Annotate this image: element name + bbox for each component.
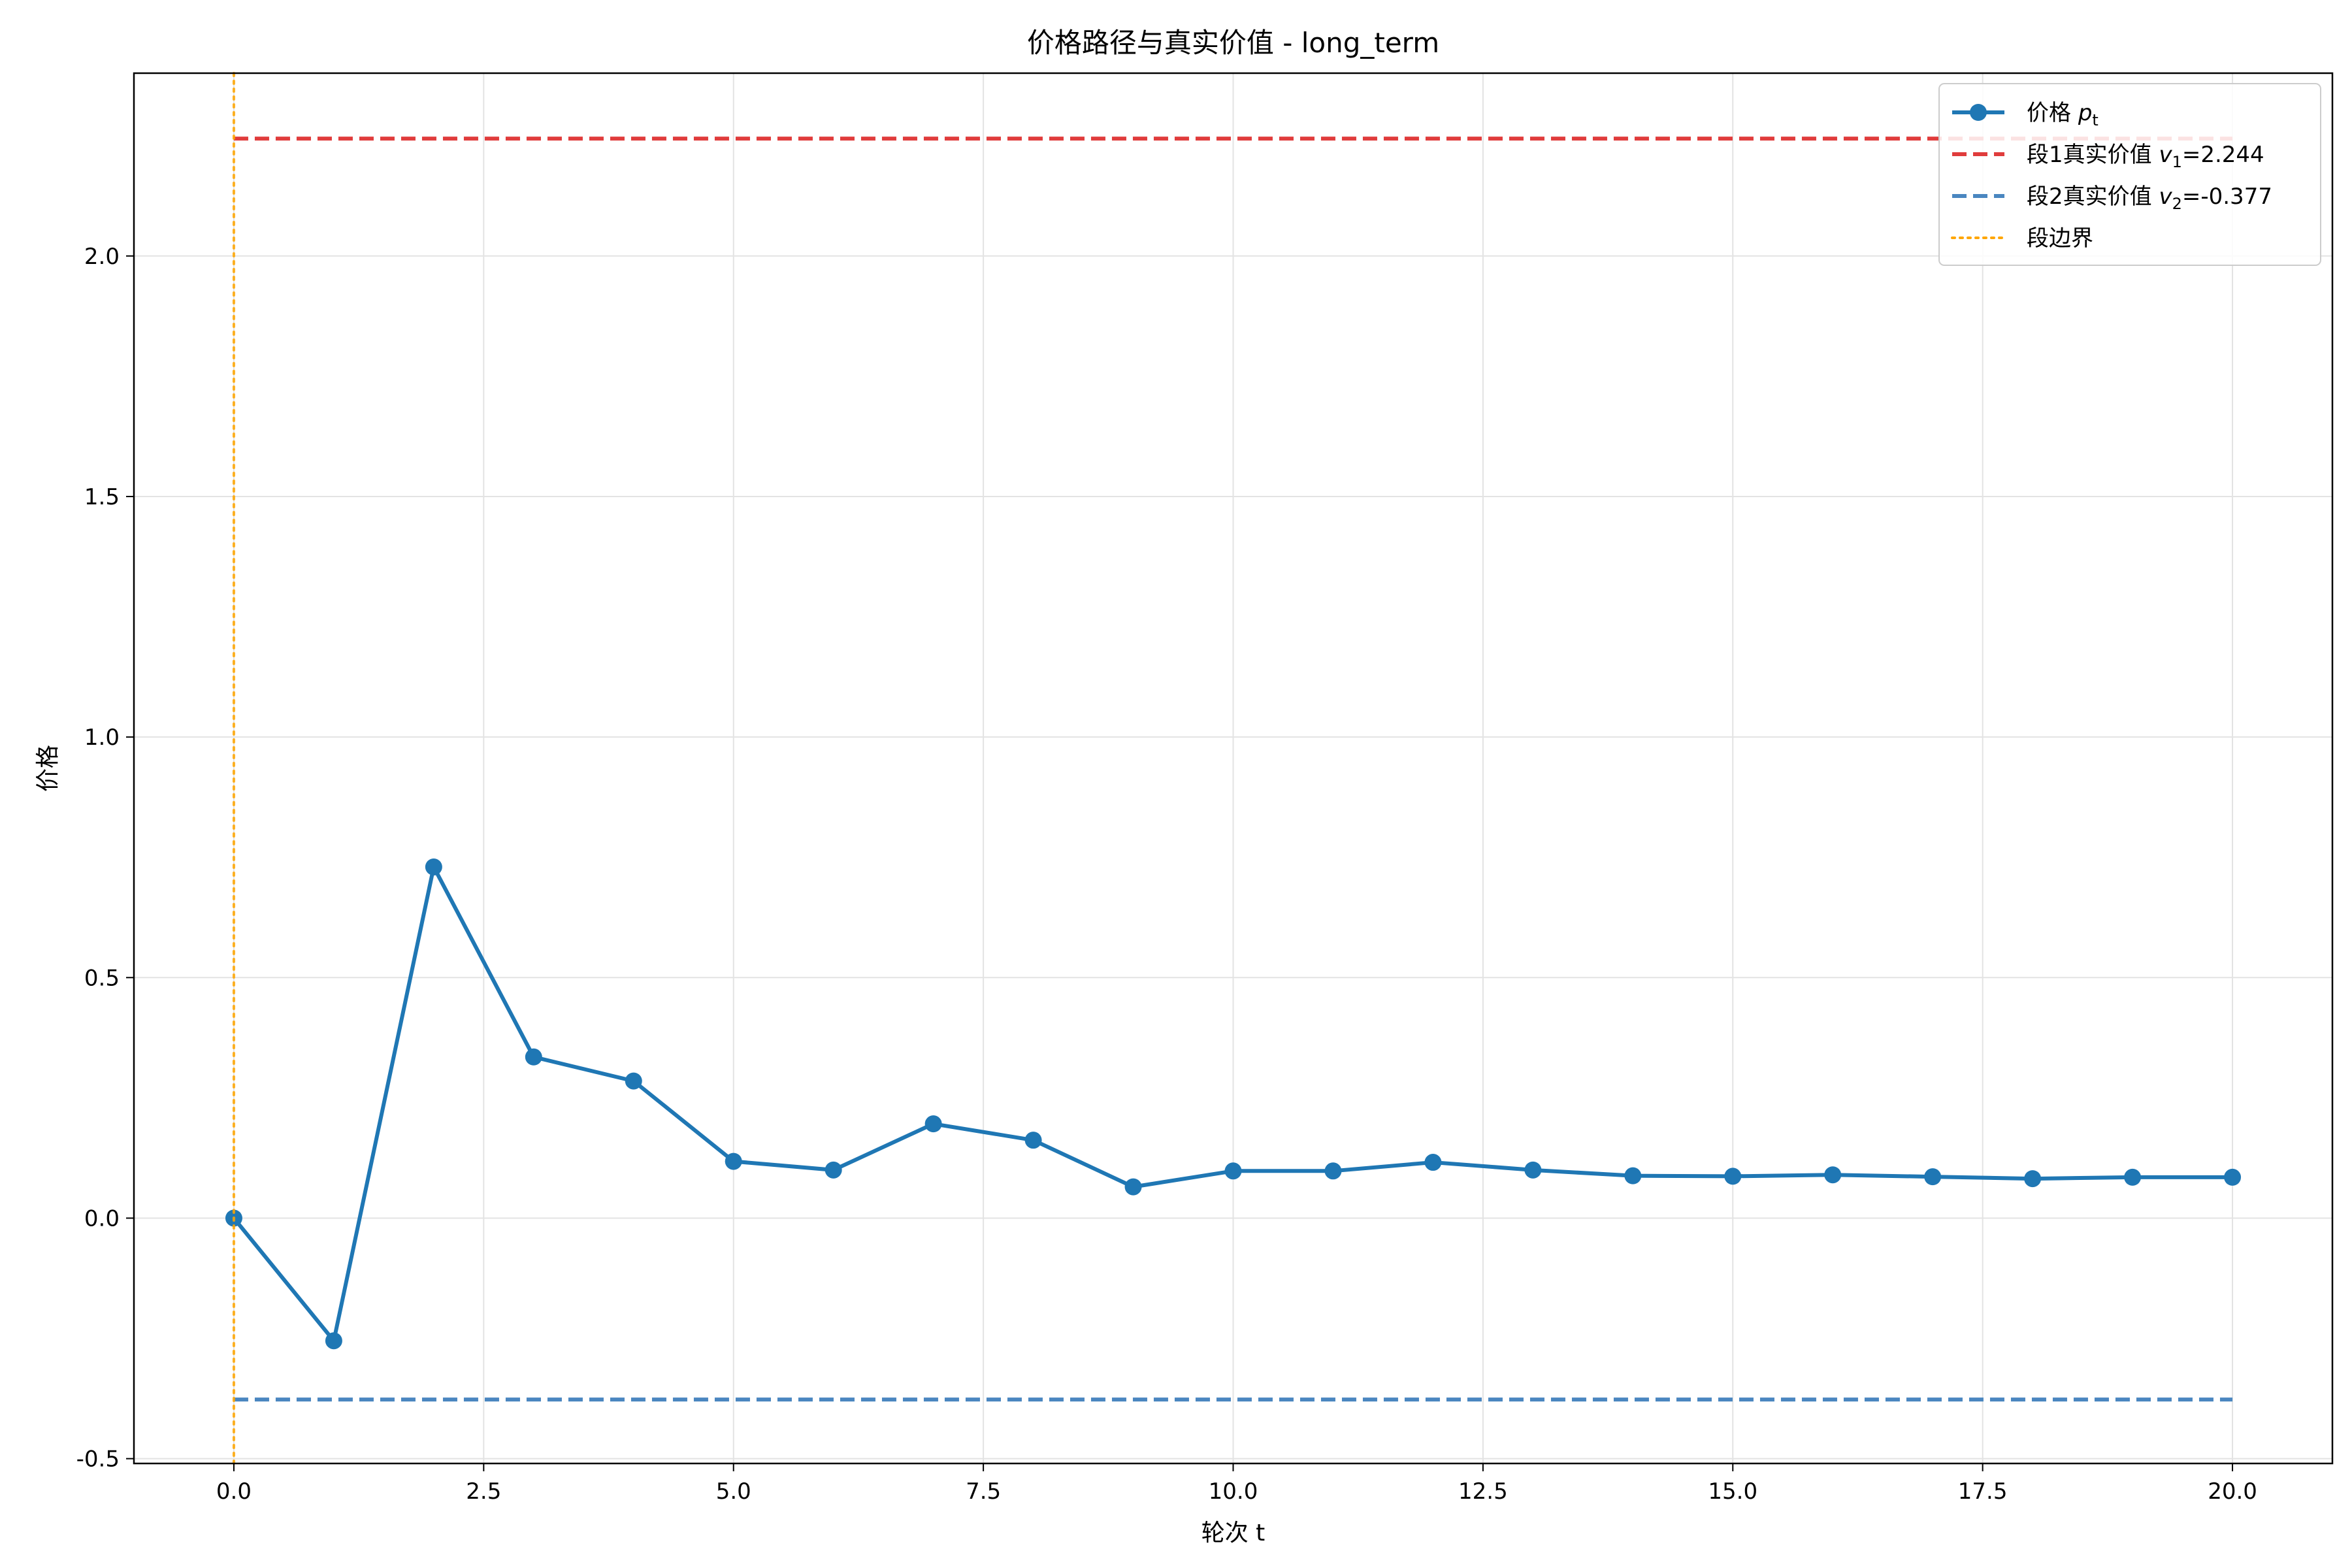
price-point: [1024, 1132, 1042, 1149]
y-tick-label: 1.0: [84, 725, 120, 751]
x-axis-label: 轮次 t: [1201, 1520, 1266, 1546]
y-tick-label: 1.5: [84, 484, 120, 510]
price-point: [425, 858, 442, 875]
x-tick-label: 15.0: [1708, 1478, 1757, 1505]
x-tick-label: 7.5: [966, 1478, 1001, 1505]
price-point: [924, 1115, 942, 1133]
y-tick-label: -0.5: [76, 1446, 120, 1473]
legend-label: 段2真实价值 v2=-0.377: [2027, 184, 2272, 213]
grid: [134, 73, 2332, 1463]
plot-area: [225, 72, 2242, 1465]
chart-title: 价格路径与真实价值 - long_term: [1027, 27, 1439, 59]
price-point: [825, 1161, 842, 1179]
x-tick-label: 2.5: [466, 1478, 501, 1505]
y-tick-label: 2.0: [84, 244, 120, 270]
x-tick-label: 10.0: [1209, 1478, 1258, 1505]
price-point: [625, 1072, 642, 1090]
price-point: [1824, 1166, 1842, 1184]
price-point: [325, 1332, 342, 1350]
x-tick-label: 17.5: [1958, 1478, 2008, 1505]
x-tick-label: 12.5: [1458, 1478, 1508, 1505]
price-point: [1524, 1161, 1542, 1179]
price-point: [1224, 1162, 1242, 1180]
legend-box: [1938, 83, 2321, 266]
price-point: [2224, 1168, 2242, 1186]
price-point: [1924, 1168, 1942, 1186]
price-point: [1624, 1167, 1642, 1184]
legend-marker-price: [1970, 104, 1987, 121]
x-tick-label: 0.0: [216, 1478, 252, 1505]
legend: 价格 pt 段1真实价值 v1=2.244 段2真实价值 v2=-0.377 段边界: [1938, 83, 2321, 266]
y-tick-label: 0.0: [84, 1205, 120, 1232]
y-axis-label: 价格: [35, 745, 61, 792]
price-point: [1124, 1178, 1142, 1196]
legend-label: 段边界: [2027, 225, 2093, 252]
ticks: 0.0 2.5 5.0 7.5 10.0 12.5 15.0 17.5 20.0 -0.5 0.0 0…: [76, 244, 2257, 1505]
price-point: [525, 1048, 542, 1066]
legend-label: 价格 pt: [2027, 100, 2099, 129]
legend-label: 段1真实价值 v1=2.244: [2027, 142, 2264, 171]
price-point: [1424, 1154, 1442, 1171]
price-point: [1324, 1162, 1342, 1180]
price-point: [2024, 1170, 2042, 1188]
price-point: [725, 1152, 742, 1170]
price-point: [1724, 1168, 1742, 1185]
x-tick-label: 5.0: [716, 1478, 751, 1505]
price-point: [2124, 1168, 2142, 1186]
x-tick-label: 20.0: [2208, 1478, 2257, 1505]
y-tick-label: 0.5: [84, 965, 120, 991]
